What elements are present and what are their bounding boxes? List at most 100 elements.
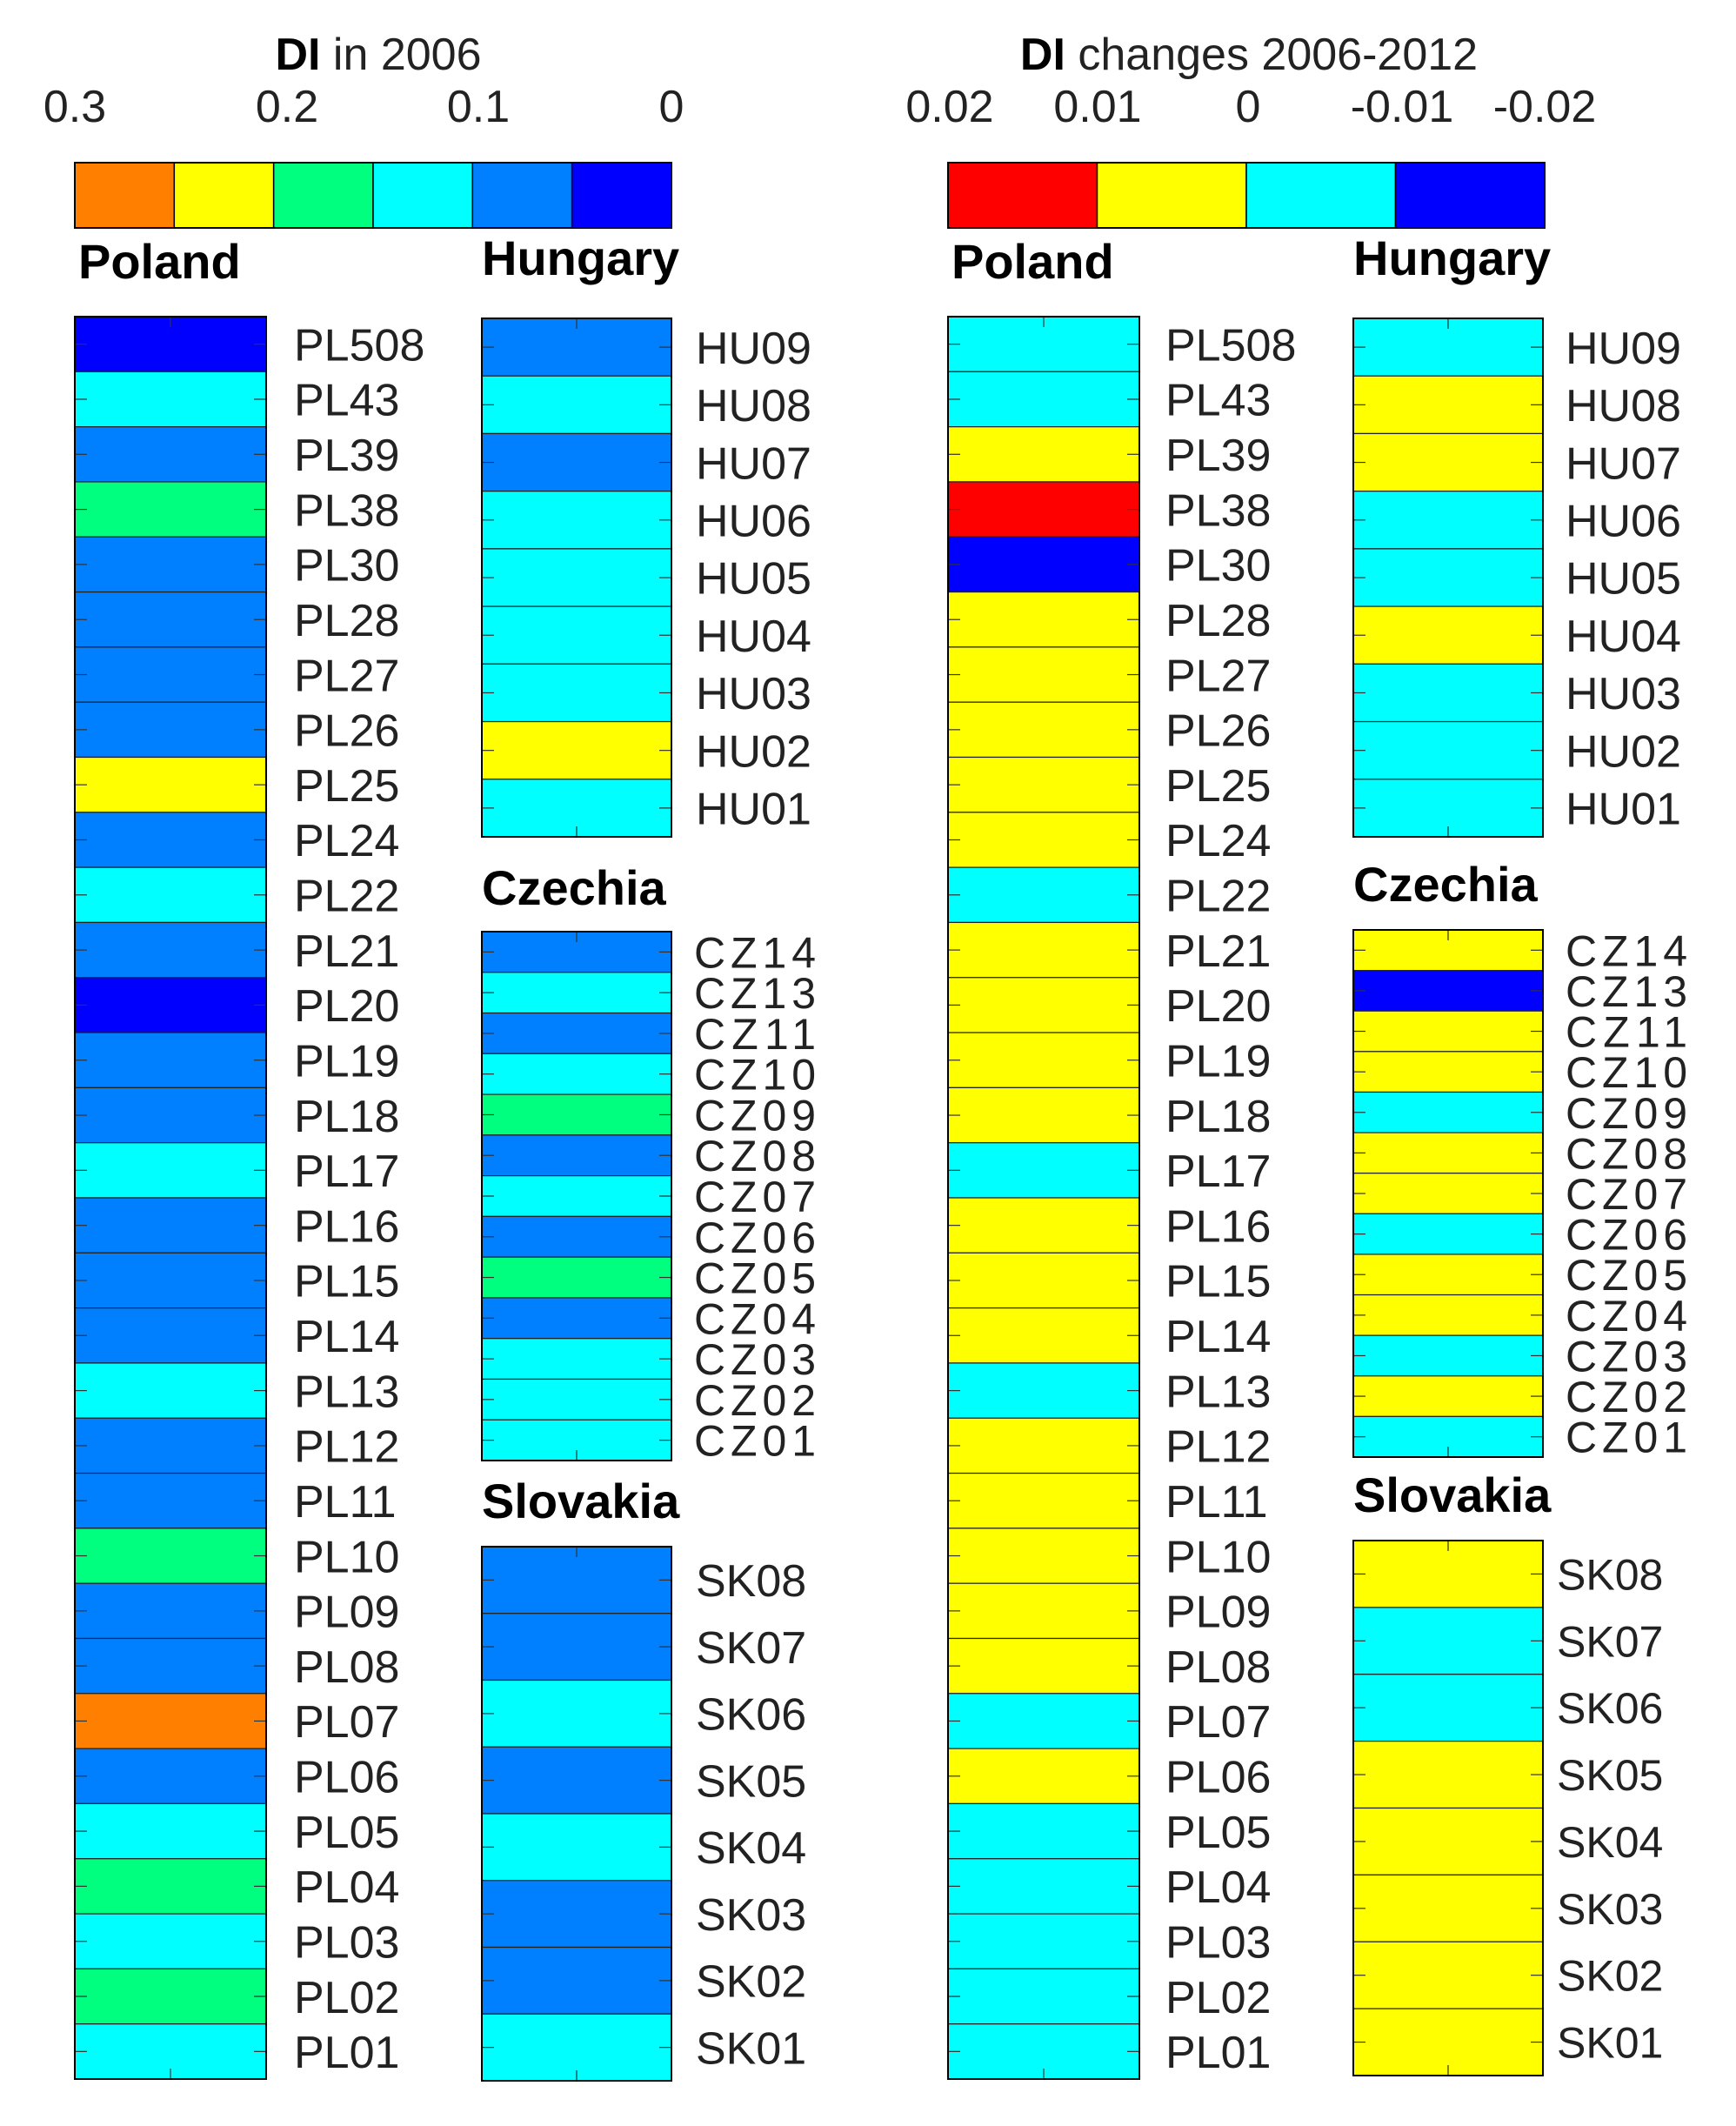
region-label: PL07	[294, 1697, 399, 1748]
heatmap-cell	[74, 866, 267, 924]
heatmap-cell	[947, 481, 1140, 538]
heatmap-cell	[1352, 1173, 1544, 1214]
heatmap-cell	[481, 663, 672, 723]
heatmap-cell	[1352, 1941, 1544, 2009]
region-label: CZ03	[694, 1335, 816, 1384]
heatmap-cell	[481, 605, 672, 665]
heatmap-cell	[481, 972, 672, 1014]
region-label: PL07	[1165, 1697, 1271, 1748]
heatmap-cell	[481, 1256, 672, 1299]
region-label: PL25	[1165, 761, 1271, 812]
heatmap-cell	[1352, 375, 1544, 435]
region-label: PL13	[294, 1367, 399, 1417]
heatmap-cell	[74, 1362, 267, 1419]
region-label: SK01	[696, 2023, 806, 2074]
heatmap-cell	[1352, 605, 1544, 665]
region-label: PL19	[294, 1036, 399, 1086]
heatmap-cell	[481, 720, 672, 780]
region-label: CZ08	[1566, 1129, 1687, 1178]
panel-title: Poland	[78, 234, 241, 289]
region-label: HU07	[1566, 438, 1681, 489]
region-label: SK03	[696, 1890, 806, 1941]
heatmap-cell	[74, 371, 267, 428]
panel-frame	[1352, 1540, 1544, 2076]
heatmap-cell	[1352, 1741, 1544, 1809]
region-label: PL14	[294, 1312, 399, 1362]
heatmap-cell	[74, 1802, 267, 1860]
panel-czechia: CzechiaCZ14CZ13CZ11CZ10CZ09CZ08CZ07CZ06C…	[1352, 857, 1687, 1462]
heatmap-cell	[74, 1582, 267, 1640]
heatmap-cell	[947, 977, 1140, 1033]
heatmap-cell	[74, 426, 267, 483]
heatmap-cell	[481, 2013, 672, 2082]
region-label: PL43	[294, 376, 399, 426]
panel-title: Hungary	[1353, 231, 1551, 285]
heatmap-cell	[74, 1528, 267, 1584]
heatmap-cell	[947, 812, 1140, 868]
region-label: PL09	[1165, 1588, 1271, 1638]
region-label: SK05	[696, 1756, 806, 1807]
heatmap-cell	[1352, 1540, 1544, 1608]
region-label: PL10	[1165, 1532, 1271, 1582]
heatmap-cell	[481, 1813, 672, 1882]
region-label: CZ06	[1566, 1211, 1687, 1260]
region-label: PL25	[294, 761, 399, 812]
region-label: PL02	[1165, 1973, 1271, 2023]
colorbar-tick-label: -0.02	[1493, 82, 1597, 132]
region-label: HU04	[1566, 612, 1681, 662]
colorbar-bin	[571, 162, 672, 229]
region-label: CZ05	[694, 1254, 816, 1303]
heatmap-cell	[481, 1946, 672, 2015]
heatmap-cell	[74, 977, 267, 1033]
region-label: HU09	[696, 324, 811, 374]
heatmap-cell	[74, 646, 267, 703]
panel-frame	[481, 318, 672, 838]
region-label: PL39	[294, 431, 399, 481]
region-label: HU01	[696, 785, 811, 835]
colorbar-tick-label: 0	[1236, 82, 1261, 132]
heatmap-cell	[1352, 1254, 1544, 1296]
heatmap-cell	[74, 1913, 267, 1969]
region-label: PL30	[1165, 541, 1271, 592]
region-label: CZ13	[1566, 967, 1687, 1016]
region-label: CZ10	[1566, 1048, 1687, 1097]
heatmap-cell	[1352, 1334, 1544, 1377]
heatmap-cell	[481, 1338, 672, 1381]
region-label: PL11	[294, 1477, 397, 1528]
heatmap-cell	[1352, 1375, 1544, 1417]
panel-czechia: CzechiaCZ14CZ13CZ11CZ10CZ09CZ08CZ07CZ06C…	[481, 860, 816, 1466]
chart-title: DI in 2006	[275, 30, 481, 80]
region-label: HU06	[696, 496, 811, 546]
panel-title: Poland	[951, 234, 1114, 289]
heatmap-cell	[481, 491, 672, 550]
panel-poland: PolandPL508PL43PL39PL38PL30PL28PL27PL26P…	[947, 234, 1296, 2080]
heatmap-cell	[74, 1417, 267, 1474]
region-label: PL24	[294, 816, 399, 866]
region-label: PL508	[1165, 320, 1296, 371]
heatmap-cell	[1352, 1132, 1544, 1174]
panel-frame	[947, 316, 1140, 2080]
region-label: PL09	[294, 1588, 399, 1638]
heatmap-cell	[1352, 1874, 1544, 1942]
heatmap-cell	[947, 1252, 1140, 1309]
region-label: PL39	[1165, 431, 1271, 481]
region-label: SK04	[696, 1823, 806, 1874]
heatmap-cell	[947, 756, 1140, 813]
colorbar-tick-label: 0.2	[256, 82, 318, 132]
region-label: PL04	[1165, 1862, 1271, 1913]
heatmap-cell	[947, 591, 1140, 648]
region-label: PL24	[1165, 816, 1271, 866]
region-label: SK02	[1557, 1952, 1663, 2001]
heatmap-cell	[1352, 1213, 1544, 1255]
colorbar-tick-label: 0	[659, 82, 684, 132]
heatmap-cell	[74, 536, 267, 593]
colorbar-tick-label: 0.02	[905, 82, 993, 132]
heatmap-cell	[74, 481, 267, 538]
heatmap-cell	[1352, 720, 1544, 780]
heatmap-cell	[947, 866, 1140, 924]
heatmap-cell	[947, 1637, 1140, 1695]
colorbar-tick-label: 0.1	[447, 82, 510, 132]
region-label: PL27	[1165, 651, 1271, 701]
